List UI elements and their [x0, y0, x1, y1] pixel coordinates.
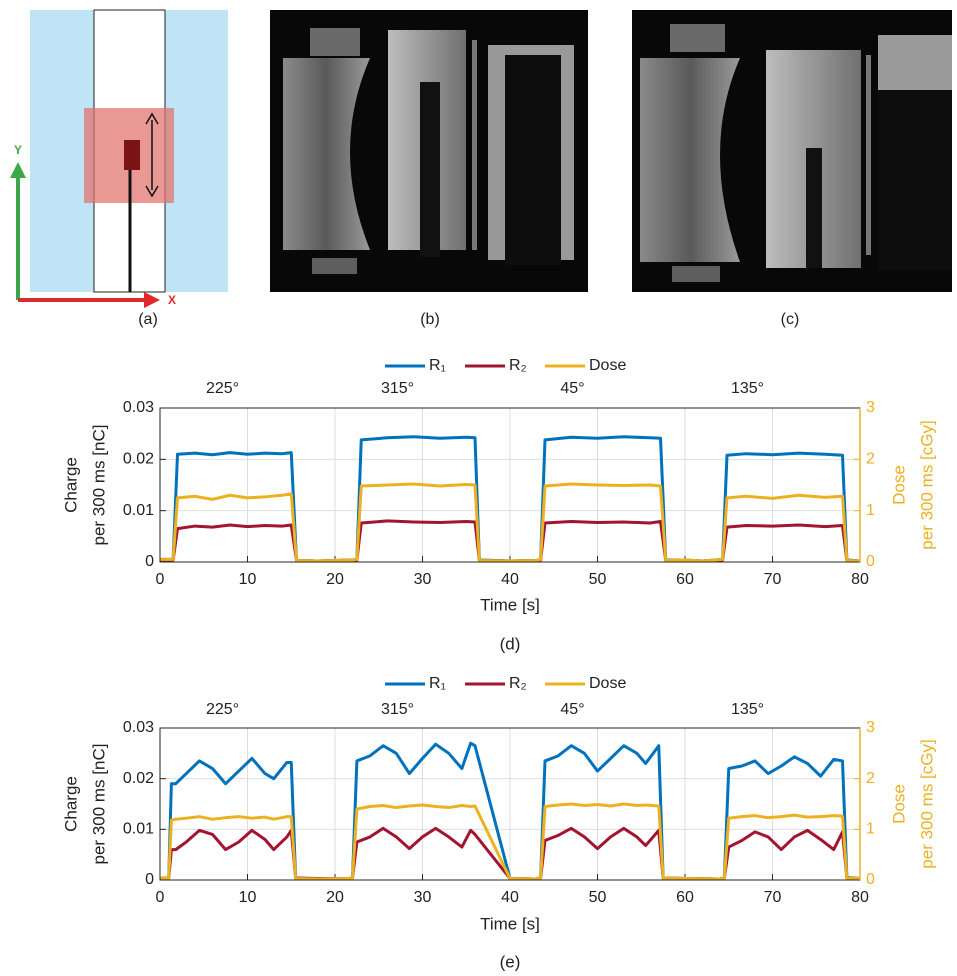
y2-tick-label: 0 [866, 871, 875, 888]
x-tick-label: 60 [676, 889, 694, 906]
panel-label: (c) [781, 311, 800, 328]
annotation: 135° [731, 380, 764, 397]
x-tick-label: 40 [501, 571, 519, 588]
y2-tick-label: 1 [866, 821, 875, 838]
x-tick-label: 70 [764, 889, 782, 906]
x-tick-label: 10 [239, 571, 257, 588]
legend-label: R₂ [509, 675, 527, 692]
y-tick-label: 0 [145, 871, 154, 888]
panel-label: (a) [138, 311, 158, 328]
y2-tick-label: 2 [866, 770, 875, 787]
x-tick-label: 10 [239, 889, 257, 906]
x-arrow-head [144, 292, 160, 308]
y-tick-label: 0.03 [123, 719, 154, 736]
x-tick-label: 30 [414, 571, 432, 588]
detector [124, 140, 140, 170]
legend-label: R₂ [509, 357, 527, 374]
mri-image [632, 10, 952, 292]
x-tick-label: 50 [589, 571, 607, 588]
y-tick-label: 0.02 [123, 451, 154, 468]
y2-tick-label: 1 [866, 502, 875, 519]
y-axis-label: per 300 ms [nC] [89, 744, 108, 865]
y2-axis-label: per 300 ms [cGy] [917, 420, 936, 549]
chart-caption: (e) [500, 952, 521, 971]
setup-diagram: Y X [10, 10, 228, 308]
mri-image [270, 10, 588, 292]
legend-label: Dose [589, 357, 626, 374]
annotation: 315° [381, 380, 414, 397]
x-tick-label: 20 [326, 889, 344, 906]
x-tick-label: 40 [501, 889, 519, 906]
y-tick-label: 0.01 [123, 502, 154, 519]
y2-axis-label: Dose [889, 465, 908, 505]
annotation: 135° [731, 701, 764, 718]
y2-tick-label: 0 [866, 553, 875, 570]
y2-tick-label: 3 [866, 719, 875, 736]
x-tick-label: 30 [414, 889, 432, 906]
x-tick-label: 80 [851, 889, 869, 906]
y-arrow-head [10, 162, 26, 178]
y-tick-label: 0.01 [123, 821, 154, 838]
x-tick-label: 50 [589, 889, 607, 906]
annotation: 315° [381, 701, 414, 718]
legend-label: Dose [589, 675, 626, 692]
legend-label: R₁ [429, 675, 446, 692]
figure: Y X (a) (b) (c) 0102030405060708000.010.… [0, 0, 957, 976]
x-tick-label: 0 [156, 571, 165, 588]
y2-axis-label: per 300 ms [cGy] [917, 739, 936, 868]
y-axis-label: per 300 ms [nC] [89, 425, 108, 546]
panel-label: (b) [420, 311, 440, 328]
x-tick-label: 0 [156, 889, 165, 906]
x-tick-label: 80 [851, 571, 869, 588]
y-tick-label: 0.02 [123, 770, 154, 787]
x-tick-label: 70 [764, 571, 782, 588]
y2-tick-label: 2 [866, 451, 875, 468]
chart-caption: (d) [500, 634, 521, 653]
y-axis-label: Charge [61, 776, 80, 832]
legend-label: R₁ [429, 357, 446, 374]
x-tick-label: 20 [326, 571, 344, 588]
y-label: Y [14, 143, 22, 157]
x-axis-label: Time [s] [480, 914, 540, 933]
y2-axis-label: Dose [889, 784, 908, 824]
x-label: X [168, 293, 176, 307]
y-tick-label: 0 [145, 553, 154, 570]
x-tick-label: 60 [676, 571, 694, 588]
x-axis-label: Time [s] [480, 595, 540, 614]
annotation: 45° [560, 380, 584, 397]
y-tick-label: 0.03 [123, 399, 154, 416]
y2-tick-label: 3 [866, 399, 875, 416]
y-axis-label: Charge [61, 457, 80, 513]
annotation: 45° [560, 701, 584, 718]
annotation: 225° [206, 701, 239, 718]
annotation: 225° [206, 380, 239, 397]
